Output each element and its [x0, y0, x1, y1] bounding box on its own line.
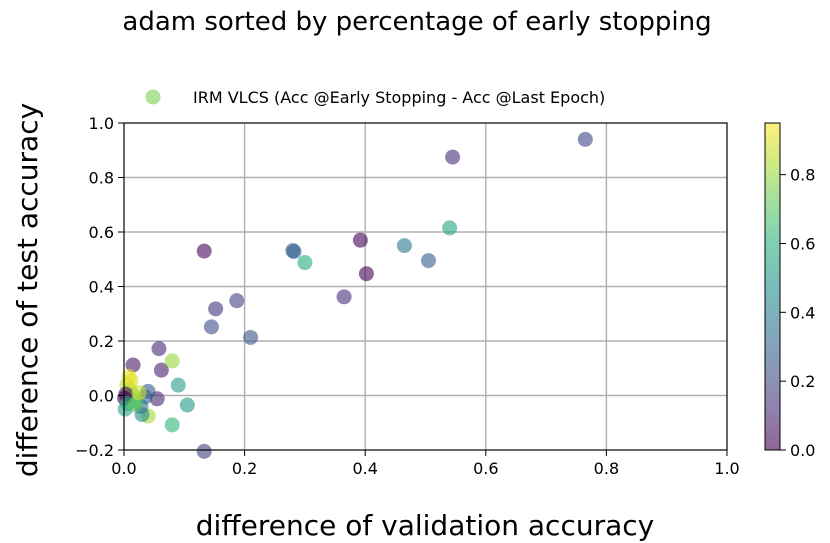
y-tick-label: 1.0 [89, 114, 114, 133]
data-point [170, 377, 186, 393]
x-tick-label: 0.8 [594, 459, 619, 478]
data-point [396, 238, 412, 254]
colorbar: 0.0 0.2 0.4 0.6 0.8 [764, 122, 815, 460]
legend-label: IRM VLCS (Acc @Early Stopping - Acc @Las… [193, 88, 605, 107]
y-tick-label: 0.8 [89, 169, 114, 188]
y-tick-label: 0.6 [89, 223, 114, 242]
data-point [127, 397, 143, 413]
x-axis-ticks: 0.0 0.2 0.4 0.6 0.8 1.0 [111, 450, 740, 478]
x-axis-label: difference of validation accuracy [196, 509, 654, 542]
data-point [208, 301, 224, 317]
y-axis-label: difference of test accuracy [11, 103, 44, 477]
data-point [442, 220, 458, 236]
data-point [297, 255, 313, 271]
colorbar-gradient [764, 122, 781, 451]
y-tick-label: 0.2 [89, 332, 114, 351]
colorbar-ticks: 0.0 0.2 0.4 0.6 0.8 [780, 166, 815, 460]
colorbar-tick-label: 0.0 [790, 441, 815, 460]
data-point [131, 385, 147, 401]
data-point [196, 443, 212, 459]
x-tick-label: 0.0 [111, 459, 136, 478]
data-point [358, 266, 374, 282]
data-point [577, 131, 593, 147]
data-point [203, 319, 219, 335]
x-tick-label: 0.6 [473, 459, 498, 478]
data-point [125, 357, 141, 373]
data-point [121, 368, 137, 384]
data-point [179, 397, 195, 413]
y-tick-label: 0.4 [89, 278, 114, 297]
data-point [421, 253, 437, 269]
y-tick-label: −0.2 [75, 441, 114, 460]
chart-title: adam sorted by percentage of early stopp… [122, 7, 711, 37]
data-point [164, 417, 180, 433]
colorbar-tick-label: 0.6 [790, 234, 815, 253]
data-point [445, 149, 461, 165]
data-point [164, 353, 180, 369]
data-point [151, 341, 167, 357]
data-point [153, 362, 169, 378]
colorbar-tick-label: 0.4 [790, 303, 815, 322]
y-axis-ticks: −0.2 0.0 0.2 0.4 0.6 0.8 1.0 [75, 114, 124, 460]
colorbar-tick-label: 0.2 [790, 372, 815, 391]
data-point [243, 329, 259, 345]
legend-marker [145, 89, 161, 105]
data-point [352, 232, 368, 248]
data-point [336, 289, 352, 305]
y-tick-label: 0.0 [89, 387, 114, 406]
data-point [286, 244, 302, 260]
x-tick-label: 1.0 [714, 459, 739, 478]
x-tick-label: 0.2 [232, 459, 257, 478]
colorbar-tick-label: 0.8 [790, 166, 815, 185]
legend: IRM VLCS (Acc @Early Stopping - Acc @Las… [145, 88, 605, 107]
grid-lines [124, 123, 727, 450]
scatter-points [117, 131, 593, 459]
data-point [229, 293, 245, 309]
x-tick-label: 0.4 [352, 459, 377, 478]
data-point [196, 243, 212, 259]
